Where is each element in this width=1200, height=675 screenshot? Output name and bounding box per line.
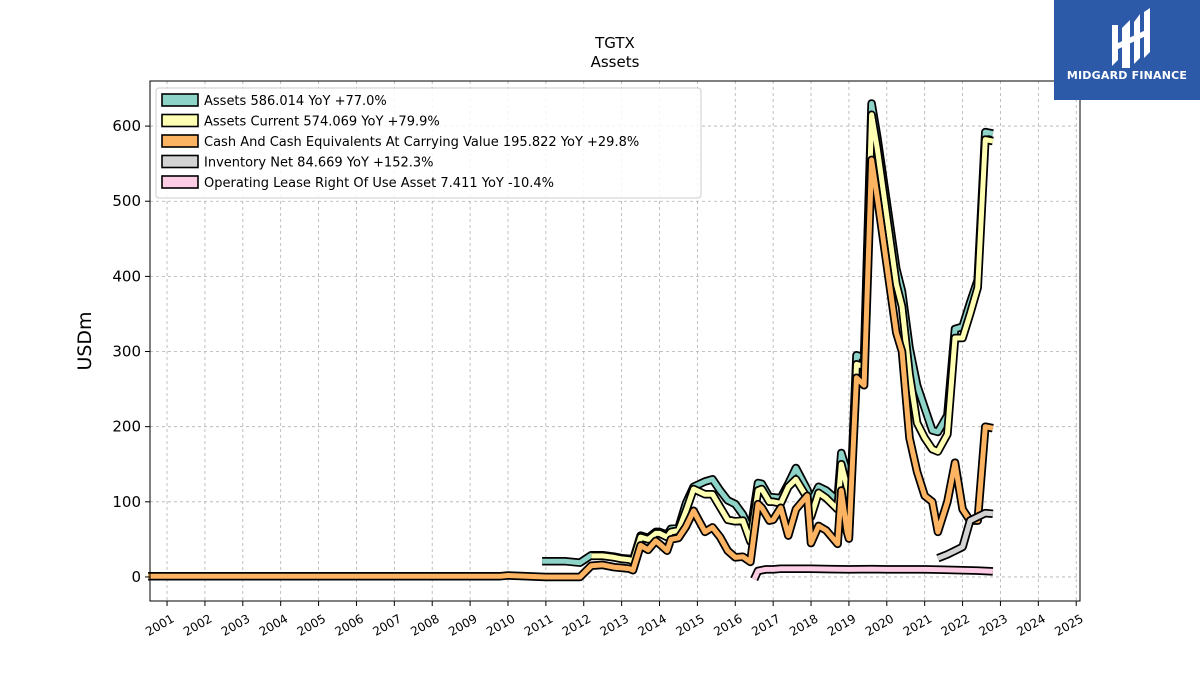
x-tick-label: 2016 [711,611,744,638]
x-tick-label: 2009 [446,611,479,638]
x-tick-label: 2003 [219,611,252,638]
x-tick-label: 2013 [598,611,631,638]
y-tick-label: 300 [112,343,141,361]
x-tick-label: 2004 [257,611,290,638]
brand-logo: MIDGARD FINANCE [1054,0,1200,100]
x-tick-label: 2008 [408,611,441,638]
x-tick-label: 2001 [143,611,176,638]
x-tick-label: 2005 [295,611,328,638]
x-tick-label: 2006 [333,611,366,638]
x-tick-label: 2015 [673,611,706,638]
chart-title: TGTX [594,34,635,52]
y-tick-label: 0 [131,568,141,586]
x-tick-label: 2024 [1014,611,1047,638]
x-tick-label: 2012 [560,611,593,638]
y-tick-label: 500 [112,192,141,210]
x-tick-label: 2018 [787,611,820,638]
x-tick-label: 2007 [370,611,403,638]
y-tick-label: 400 [112,267,141,285]
y-tick-label: 600 [112,117,141,135]
series-group [148,99,994,582]
x-tick-label: 2025 [1052,611,1085,638]
legend-swatch [161,134,199,148]
legend-swatch [161,93,199,107]
legend: Assets 586.014 YoY +77.0% Assets Current … [155,87,702,199]
legend-swatch [161,175,199,189]
legend-entry: Assets 586.014 YoY +77.0% [204,94,387,109]
legend-swatch [161,154,199,169]
x-tick-label: 2017 [749,611,782,638]
legend-box [155,87,702,199]
x-tick-label: 2011 [522,611,555,638]
series-line [751,566,994,581]
y-tick-label: 100 [112,493,141,511]
y-axis-label: USDm [74,311,96,370]
series-line [936,510,994,561]
x-tick-label: 2002 [181,611,214,638]
x-tick-label: 2010 [484,611,517,638]
legend-entry: Cash And Cash Equivalents At Carrying Va… [204,135,639,150]
logo-text: MIDGARD FINANCE [1066,69,1188,82]
x-tick-label: 2019 [825,611,858,638]
series-line [591,112,994,564]
logo-mark-icon [1112,8,1150,68]
legend-entry: Operating Lease Right Of Use Asset 7.411… [204,176,554,191]
plot-frame [149,80,1081,602]
chart-subtitle: Assets [591,53,640,71]
y-tick-label: 200 [112,418,141,436]
legend-entry: Inventory Net 84.669 YoY +152.3% [204,156,434,171]
series-line [148,157,994,580]
x-tick-label: 2022 [939,611,972,638]
legend-entry: Assets Current 574.069 YoY +79.9% [204,115,440,130]
x-tick-label: 2020 [863,611,896,638]
x-tick-label: 2023 [976,611,1009,638]
x-tick-label: 2014 [636,611,669,638]
legend-swatch [161,113,199,128]
x-tick-label: 2021 [901,611,934,638]
